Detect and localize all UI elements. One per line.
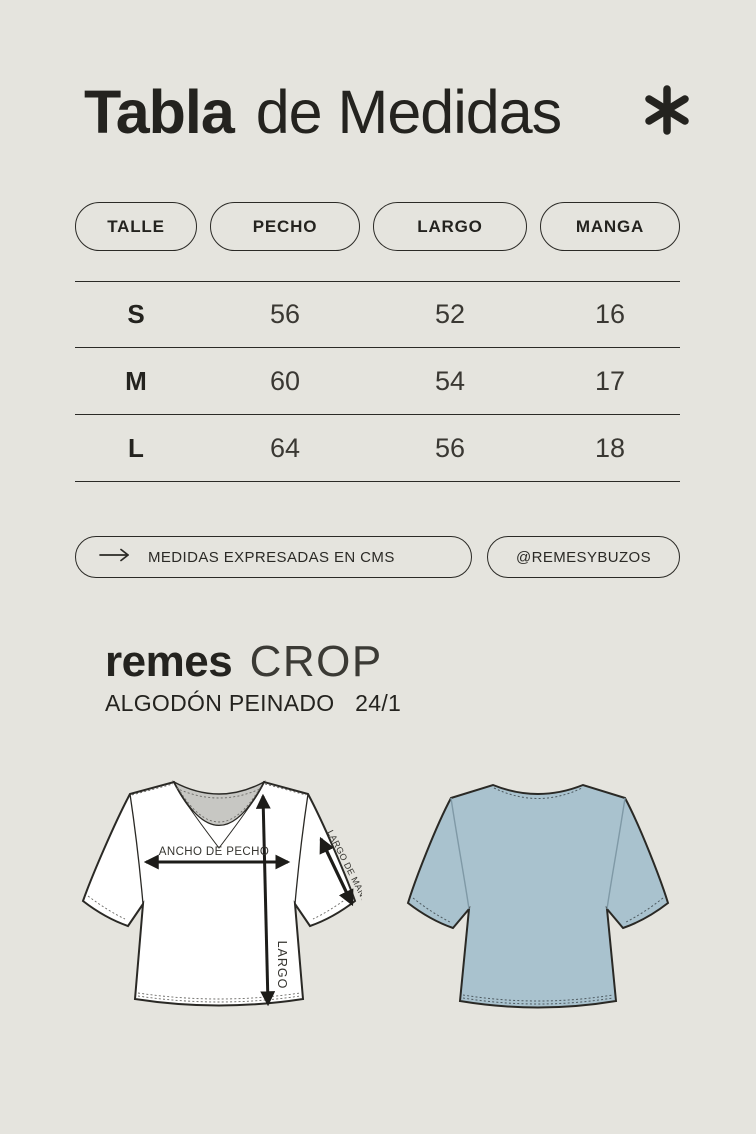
cell-largo: 54 [434, 365, 466, 396]
page-title: Tabla de Medidas [84, 78, 562, 146]
table-row-l: L 64 56 18 [75, 415, 680, 482]
units-note-button[interactable]: MEDIDAS EXPRESADAS EN CMS [75, 536, 472, 578]
cell-manga: 17 [594, 365, 626, 396]
brand-name: remes [105, 637, 233, 686]
cell-pecho: 56 [269, 299, 301, 329]
column-header-pecho: PECHO [210, 202, 360, 251]
back-shirt-outline [406, 783, 670, 1009]
cell-pecho: 60 [269, 365, 301, 396]
column-header-manga: MANGA [540, 202, 680, 251]
chest-width-label: ANCHO DE PECHO [159, 846, 269, 858]
fabric-label: ALGODÓN PEINADO [105, 690, 335, 716]
cell-pecho: 64 [269, 432, 301, 463]
cell-size: L [128, 432, 144, 463]
tshirt-back-diagram [393, 772, 683, 1039]
cell-manga: 18 [594, 432, 626, 463]
cell-manga: 16 [594, 299, 626, 329]
social-handle-button[interactable]: @REMESYBUZOS [487, 536, 680, 578]
cell-largo: 52 [434, 299, 466, 329]
table-row-m: M 60 54 17 [75, 348, 680, 415]
cell-largo: 56 [434, 432, 466, 463]
size-table: S 56 52 16 M 60 54 17 L 64 56 18 [75, 281, 680, 482]
page-title-bold: Tabla [84, 78, 235, 146]
table-header-row: TALLE PECHO LARGO MANGA [75, 202, 680, 251]
product-name: remes CROP [105, 637, 383, 687]
length-arrow [255, 793, 276, 1007]
cell-size: S [127, 299, 145, 329]
yarn-count-label: 24/1 [355, 690, 402, 716]
asterisk-icon [642, 85, 692, 140]
cell-size: M [125, 365, 147, 396]
length-label: LARGO [275, 941, 289, 990]
product-fabric: ALGODÓN PEINADO 24/1 [105, 690, 401, 717]
table-row-s: S 56 52 16 [75, 281, 680, 348]
social-handle-label: @REMESYBUZOS [515, 548, 652, 566]
tshirt-front-diagram: ANCHO DE PECHO LARGO LARGO DE MANGA [62, 772, 374, 1039]
product-line: CROP [249, 637, 383, 686]
column-header-largo: LARGO [373, 202, 527, 251]
page-title-regular: de Medidas [255, 78, 562, 146]
column-header-talle: TALLE [75, 202, 197, 251]
sleeve-length-arrow [319, 836, 354, 907]
long-arrow-right-icon [98, 547, 132, 567]
units-note-label: MEDIDAS EXPRESADAS EN CMS [148, 548, 395, 566]
